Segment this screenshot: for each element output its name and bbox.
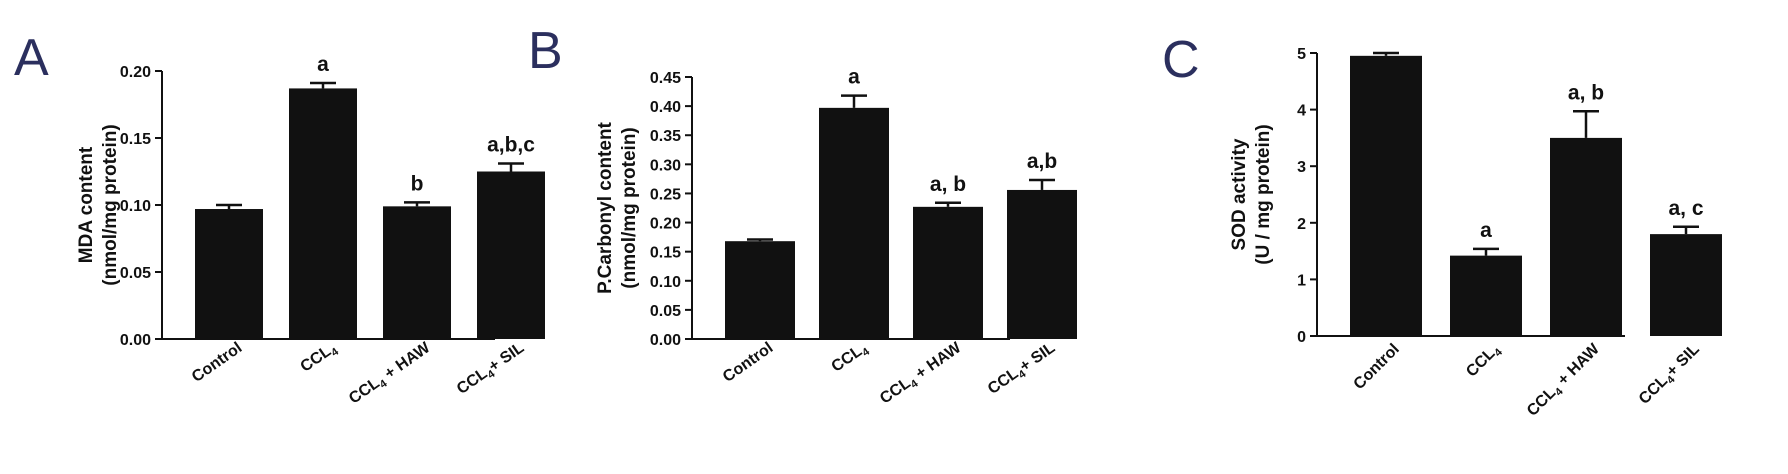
bar <box>289 88 357 339</box>
bar <box>1007 189 1077 339</box>
y-tick-label: 0.15 <box>120 131 151 148</box>
y-tick-label: 0.00 <box>650 332 681 349</box>
y-tick-label: 5 <box>1297 46 1306 63</box>
significance-label: a, c <box>1668 197 1703 220</box>
bar <box>195 209 263 339</box>
bar <box>1350 55 1422 337</box>
y-tick-label: 0 <box>1297 329 1306 346</box>
significance-label: b <box>411 172 424 195</box>
y-axis-label: SOD activity <box>1229 138 1250 250</box>
bar <box>477 171 545 339</box>
x-tick-label: Control <box>1351 341 1403 393</box>
bar <box>913 206 983 339</box>
bar <box>725 241 795 339</box>
bar <box>1650 234 1722 336</box>
x-tick-label: Control <box>720 339 776 386</box>
y-tick-label: 4 <box>1297 103 1306 120</box>
significance-label: a <box>848 66 860 89</box>
y-tick-label: 3 <box>1297 159 1306 176</box>
x-tick-label: CCL4 + HAW <box>346 339 436 410</box>
x-tick-label: CCL4+ SIL <box>985 339 1060 400</box>
y-tick-label: 0.05 <box>120 265 151 282</box>
y-tick-label: 0.20 <box>650 216 681 233</box>
panel-c: C SOD activity (U / mg protein) 0 1 2 3 4 5 Contr… <box>1162 31 1722 422</box>
significance-label: a,b,c <box>487 133 535 156</box>
y-tick-label: 2 <box>1297 216 1306 233</box>
y-tick-label: 0.30 <box>650 157 681 174</box>
y-axis-label: P.Carbonyl content <box>595 121 616 293</box>
significance-label: a <box>317 53 329 76</box>
x-tick-label: CCL4 + HAW <box>877 339 967 410</box>
y-tick-label: 0.15 <box>650 245 681 262</box>
x-tick-label: Control <box>189 339 245 386</box>
y-axis-label: MDA content <box>76 146 97 263</box>
bar <box>1450 255 1522 336</box>
significance-label: a, b <box>1568 81 1604 104</box>
y-tick-label: 0.35 <box>650 128 681 145</box>
x-tick-label: CCL4 <box>298 339 342 378</box>
y-tick-label: 0.10 <box>120 198 151 215</box>
panel-letter: A <box>14 29 49 87</box>
significance-label: a <box>1480 219 1492 242</box>
y-axis-label: (nmol/mg protein) <box>619 127 640 288</box>
y-tick-label: 0.45 <box>650 70 681 87</box>
x-tick-label: CCL4+ SIL <box>454 339 529 400</box>
y-tick-label: 0.40 <box>650 99 681 116</box>
bar <box>383 206 451 339</box>
y-tick-label: 0.00 <box>120 332 151 349</box>
y-axis-label: (U / mg protein) <box>1253 124 1274 264</box>
panel-a: A MDA content (nmol/mg protein) 0.00 0.05 0.1… <box>14 29 545 410</box>
significance-label: a,b <box>1027 150 1057 173</box>
panel-b: B P.Carbonyl content (nmol/mg protein) 0.00… <box>528 22 1077 410</box>
y-tick-label: 0.25 <box>650 186 681 203</box>
y-tick-label: 0.10 <box>650 274 681 291</box>
significance-label: a, b <box>930 173 966 196</box>
panel-letter: B <box>528 22 563 80</box>
bar <box>819 107 889 339</box>
y-axis-label: (nmol/mg protein) <box>100 124 121 285</box>
y-tick-label: 0.05 <box>650 303 681 320</box>
x-tick-label: CCL4 <box>1463 340 1505 382</box>
x-tick-label: CCL4+ SIL <box>1636 341 1705 410</box>
x-tick-label: CCL4 + HAW <box>1524 340 1606 422</box>
panel-letter: C <box>1162 31 1200 89</box>
bar <box>1550 137 1622 336</box>
y-tick-label: 1 <box>1297 272 1306 289</box>
x-tick-label: CCL4 <box>829 339 873 378</box>
y-tick-label: 0.20 <box>120 64 151 81</box>
